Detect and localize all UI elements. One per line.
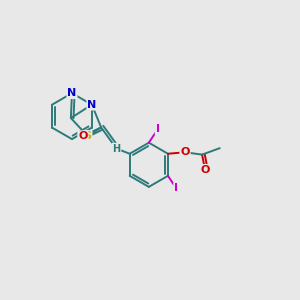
Text: I: I <box>174 183 178 193</box>
Text: O: O <box>200 165 210 175</box>
Text: I: I <box>156 124 160 134</box>
Text: O: O <box>180 147 190 157</box>
Text: N: N <box>87 100 97 110</box>
Text: S: S <box>84 131 92 141</box>
Text: O: O <box>78 131 88 141</box>
Text: H: H <box>112 144 121 154</box>
Text: N: N <box>67 88 76 98</box>
